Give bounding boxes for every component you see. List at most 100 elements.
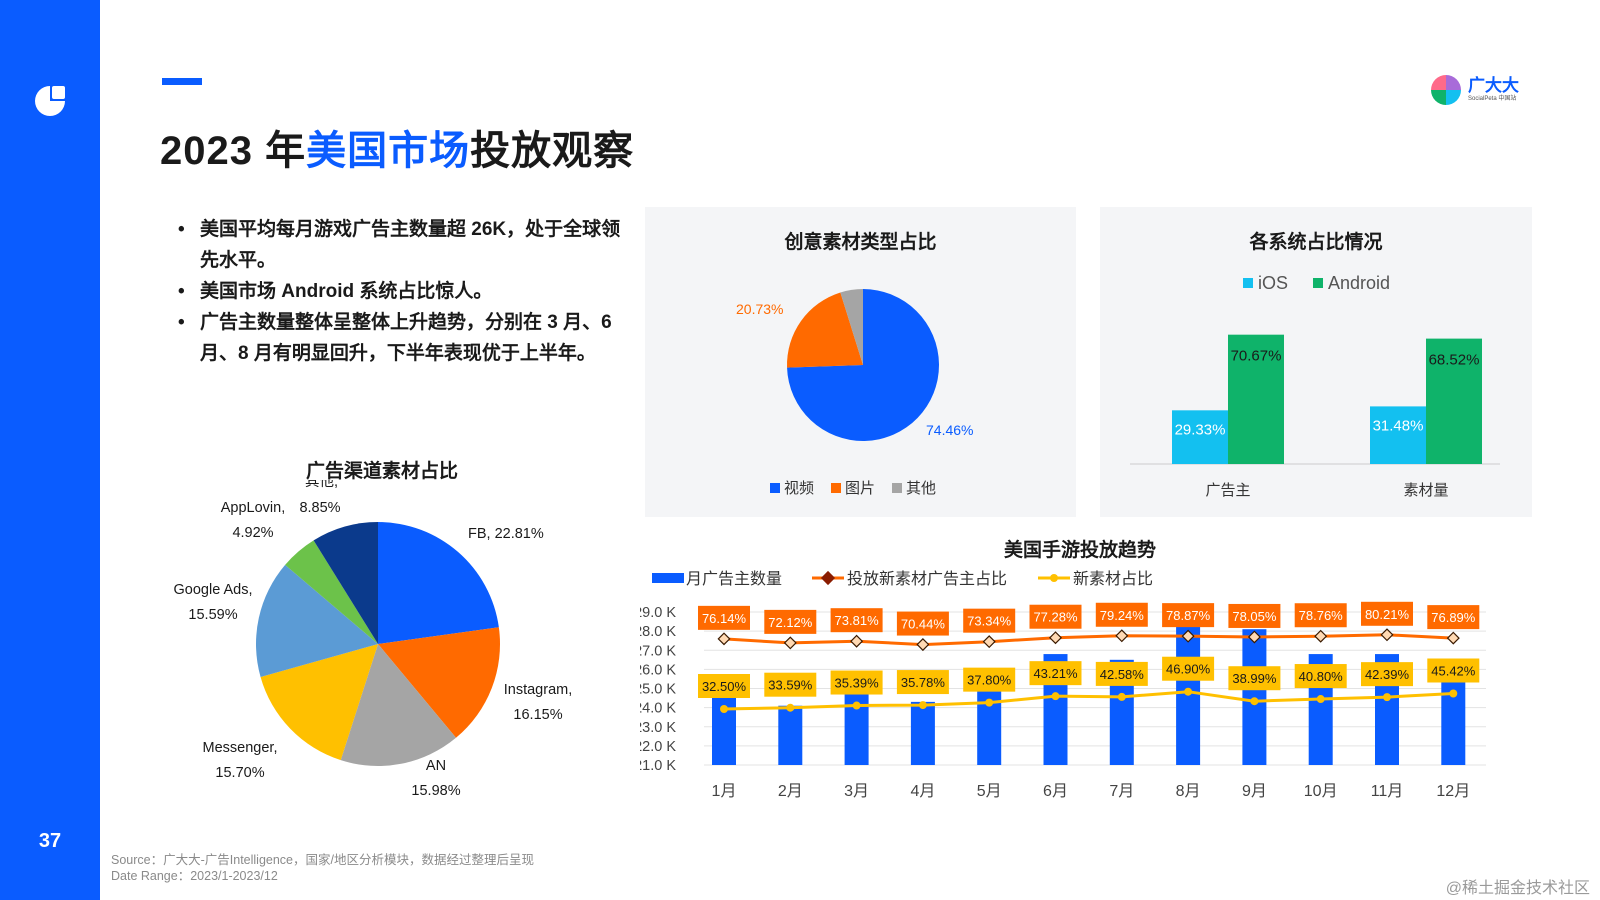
source-note: Source：广大大-广告Intelligence，国家/地区分析模块，数据经过…	[111, 852, 534, 884]
chart-title: 广告渠道素材占比	[306, 461, 459, 482]
bar-advertisers	[844, 680, 869, 765]
category-label: 广告主	[1205, 482, 1250, 499]
legend-label: 其他	[906, 480, 936, 497]
slice-label: Messenger,	[203, 740, 278, 756]
data-label-bg	[830, 608, 883, 633]
source-line: Source：广大大-广告Intelligence，国家/地区分析模块，数据经过…	[111, 853, 534, 867]
x-tick-label: 11月	[1371, 783, 1404, 800]
data-label-bg	[1427, 605, 1480, 630]
marker-advertiser-share	[1314, 629, 1328, 643]
data-label-bg	[1162, 603, 1215, 628]
marker-creative-share	[852, 701, 861, 710]
slice-label: Google Ads,	[174, 582, 253, 598]
x-tick-label: 3月	[844, 783, 869, 800]
line-new-creative-share	[723, 690, 1454, 711]
trend-combo-chart: 月广告主数量 投放新素材广告主占比 新素材占比 29.0 K 28.0 K 27.0 K 2…	[640, 570, 1486, 800]
slice-value: 8.85%	[299, 500, 340, 516]
creative-type-panel: 创意素材类型占比 74.46% 20.73% 视频 图片 其他	[645, 207, 1076, 517]
pie-slice-AN	[340, 644, 456, 766]
creative-pie-chart: 74.46% 20.73% 视频 图片 其他	[736, 289, 973, 497]
pie-slice-Instagram	[378, 627, 501, 738]
data-label-bg	[1162, 656, 1215, 681]
chart-title: 创意素材类型占比	[784, 232, 937, 253]
brand-mark-icon	[1431, 75, 1461, 105]
data-label-bg	[698, 674, 750, 698]
x-tick-label: 12月	[1436, 783, 1470, 800]
x-tick-label: 7月	[1109, 783, 1134, 800]
data-label: 35.78%	[901, 675, 946, 690]
pie-slice-FB	[378, 522, 499, 644]
data-label: 80.21%	[1365, 607, 1410, 622]
data-label-bg	[896, 611, 949, 636]
data-label-bg	[1294, 603, 1347, 628]
marker-advertiser-share	[982, 635, 996, 649]
bar-value-label: 31.48%	[1373, 417, 1424, 434]
slice-value: 15.70%	[215, 765, 264, 781]
y-tick-label: 21.0 K	[640, 758, 676, 774]
data-label-bg	[1427, 658, 1480, 683]
data-label: 38.99%	[1232, 671, 1277, 686]
date-range-line: Date Range：2023/1-2023/12	[111, 869, 278, 883]
y-tick-label: 22.0 K	[640, 739, 676, 755]
data-label-bg	[764, 672, 817, 697]
bar-iOS	[1172, 410, 1228, 464]
marker-advertiser-share	[1380, 628, 1394, 642]
data-label: 46.90%	[1166, 662, 1211, 677]
data-label: 33.59%	[768, 678, 813, 693]
marker-advertiser-share	[1446, 631, 1460, 645]
data-label: 77.28%	[1033, 610, 1078, 625]
data-label: 35.39%	[835, 676, 880, 691]
data-label: 78.76%	[1299, 608, 1344, 623]
x-tick-label: 5月	[977, 783, 1002, 800]
x-tick-label: 6月	[1043, 783, 1068, 800]
marker-advertiser-share	[1181, 629, 1195, 643]
legend-swatch	[770, 483, 780, 493]
marker-creative-share	[786, 703, 795, 712]
brand-subtitle: SocialPeta 中国站	[1468, 95, 1517, 102]
slice-label: FB, 22.81%	[468, 526, 544, 542]
channel-pie-chart: FB, 22.81% Instagram, 16.15% AN 15.98% Messen…	[174, 480, 573, 799]
marker-creative-share	[918, 701, 927, 710]
pie-slice-其他	[313, 522, 378, 644]
bar-advertisers	[712, 688, 736, 765]
bar-value-label: 70.67%	[1231, 348, 1282, 365]
y-tick-label: 24.0 K	[640, 701, 676, 717]
legend-swatch	[1313, 278, 1323, 288]
bar-Android	[1228, 334, 1284, 464]
bullet-item: 美国平均每月游戏广告主数量超 26K，处于全球领先水平。	[178, 214, 638, 276]
pie-slice-Google Ads	[255, 564, 378, 678]
slice-value: 4.92%	[232, 525, 273, 541]
page-number: 37	[38, 830, 62, 852]
legend-label: iOS	[1258, 273, 1288, 293]
pie-slice-视频	[787, 289, 939, 441]
pie-slice-Messenger	[260, 644, 378, 761]
page-title: 2023 年美国市场投放观察	[160, 129, 635, 173]
marker-advertiser-share	[717, 632, 731, 646]
x-tick-label: 4月	[910, 783, 935, 800]
data-label-bg	[963, 608, 1016, 633]
data-label-bg	[1294, 664, 1347, 689]
data-label: 42.39%	[1365, 667, 1410, 682]
slice-label: 其他,	[305, 480, 338, 490]
data-label-bg	[1029, 661, 1082, 686]
bar-iOS	[1370, 406, 1426, 464]
legend-label: 新素材占比	[1073, 570, 1153, 588]
x-tick-label: 10月	[1304, 783, 1338, 800]
slice-value: 15.59%	[188, 607, 237, 623]
marker-creative-share	[1250, 697, 1259, 706]
slice-label: AN	[426, 758, 446, 774]
data-label: 78.05%	[1232, 609, 1277, 624]
bar-advertisers	[910, 701, 935, 765]
legend-swatch	[1243, 278, 1253, 288]
pie-value-label: 74.46%	[926, 422, 973, 438]
chart-title: 美国手游投放趋势	[1004, 540, 1157, 561]
marker-advertiser-share	[783, 636, 797, 650]
data-label-bg	[698, 605, 750, 630]
data-label: 72.12%	[768, 615, 813, 630]
legend-swatch	[831, 483, 841, 493]
bullet-item: 广告主数量整体呈整体上升趋势，分别在 3 月、6 月、8 月有明显回升，下半年表…	[178, 307, 638, 369]
marker-advertiser-share	[1247, 630, 1261, 644]
sidebar: 37	[0, 0, 100, 900]
slice-value: 15.98%	[411, 783, 460, 799]
legend-label: 投放新素材广告主占比	[847, 570, 1007, 588]
